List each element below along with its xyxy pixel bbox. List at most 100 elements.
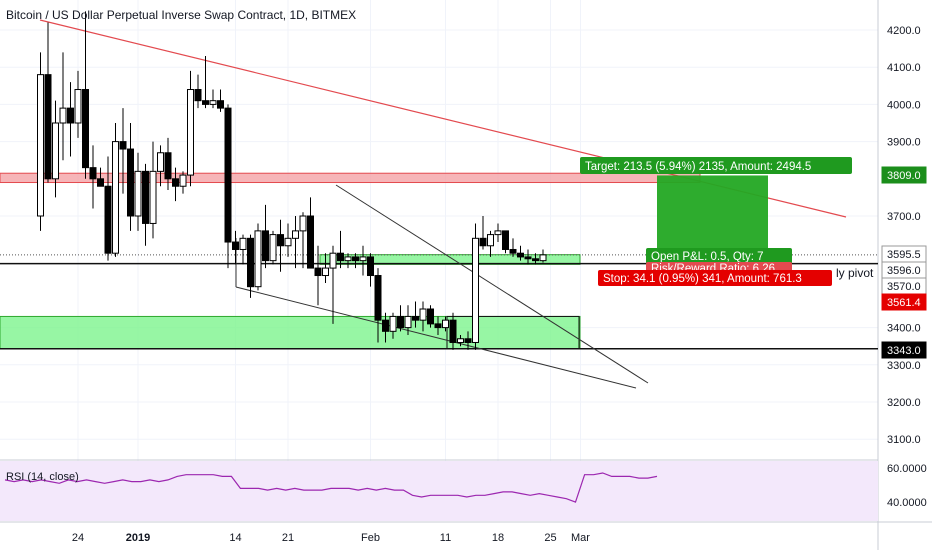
- price-tick-3: 3900.0: [887, 137, 921, 149]
- candle-body-34: [292, 230, 299, 239]
- candle-body-4: [67, 107, 74, 124]
- stop-label-bg: [598, 270, 832, 286]
- time-tick-4: Feb: [361, 532, 380, 544]
- candle-body-66: [532, 258, 539, 262]
- wedge-upper-line: [335, 184, 649, 384]
- candle-body-63: [509, 248, 517, 254]
- price-label-0: 3809.0: [887, 170, 921, 182]
- rsi-tick-1: 40.0000: [887, 497, 927, 509]
- candle-body-58: [472, 237, 479, 343]
- candle-body-0: [37, 74, 44, 217]
- price-label-3: 3570.0: [887, 281, 921, 293]
- time-tick-0: 24: [72, 532, 84, 544]
- candle-body-29: [254, 230, 262, 288]
- price-label-bg-5: [881, 341, 927, 359]
- candle-body-5: [74, 89, 82, 124]
- wedge-lower-line: [235, 286, 637, 389]
- candle-body-54: [442, 319, 449, 329]
- target-label: Target: 213.5 (5.94%) 2135, Amount: 2494…: [585, 161, 811, 173]
- time-tick-5: 11: [440, 532, 451, 544]
- price-tick-6: 3300.0: [887, 360, 921, 372]
- price-tick-1: 4100.0: [887, 62, 921, 74]
- candle-body-37: [314, 267, 322, 277]
- resistance-zone: [0, 172, 701, 184]
- pnl-label: Open P&L: 0.5, Qty: 7: [651, 251, 764, 263]
- candle-body-44: [367, 256, 374, 277]
- time-tick-7: 25: [544, 532, 556, 544]
- candle-body-38: [322, 267, 329, 277]
- target-area: [657, 175, 768, 255]
- time-tick-3: 21: [282, 532, 294, 544]
- price-label-1: 3595.5: [887, 249, 921, 261]
- price-label-bg-0: [881, 166, 927, 184]
- rsi-pane: RSI (14, close): [0, 461, 878, 521]
- candle-body-52: [427, 308, 434, 325]
- price-tick-0: 4200.0: [887, 25, 921, 37]
- candles: [37, 11, 547, 350]
- candle-body-22: [202, 100, 209, 105]
- candle-body-50: [412, 315, 419, 321]
- candle-body-35: [299, 215, 307, 232]
- candle-body-28: [247, 237, 254, 288]
- candle-body-19: [179, 174, 187, 187]
- price-tick-4: 3700.0: [887, 211, 921, 223]
- candle-body-8: [97, 178, 104, 187]
- candle-body-9: [104, 185, 112, 254]
- time-tick-6: 18: [492, 532, 504, 544]
- position-tool[interactable]: Target: 213.5 (5.94%) 2135, Amount: 2494…: [580, 157, 874, 286]
- candle-body-27: [239, 237, 247, 250]
- candle-body-42: [352, 256, 359, 262]
- time-tick-1: 2019: [126, 532, 150, 544]
- candle-body-3: [59, 107, 67, 124]
- candle-body-1: [44, 74, 52, 180]
- price-axis[interactable]: 4200.0 4100.0 4000.0 3900.0 3700.0 3400.0 3300…: [881, 25, 927, 509]
- candle-body-20: [187, 89, 194, 176]
- chart-title: Bitcoin / US Dollar Perpetual Inverse Sw…: [6, 8, 356, 22]
- candle-body-59: [479, 237, 487, 247]
- candle-body-36: [307, 215, 314, 269]
- candle-body-25: [224, 107, 232, 243]
- time-axis[interactable]: 24 2019 14 21 Feb 11 18 25 Mar: [72, 532, 590, 544]
- candle-body-51: [419, 308, 427, 321]
- candle-body-14: [142, 170, 149, 224]
- price-tick-5: 3400.0: [887, 323, 921, 335]
- candle-body-45: [374, 275, 382, 321]
- candle-body-7: [89, 167, 97, 180]
- candle-body-41: [344, 256, 352, 262]
- candle-body-21: [194, 89, 202, 102]
- rsi-label: RSI (14, close): [6, 471, 79, 483]
- rsi-tick-0: 60.0000: [887, 463, 927, 475]
- price-label-4: 3561.4: [887, 297, 921, 309]
- price-tick-7: 3200.0: [887, 397, 921, 409]
- candle-body-48: [397, 315, 404, 329]
- candle-body-32: [277, 234, 284, 247]
- rsi-line: [4, 472, 658, 503]
- candle-body-15: [149, 170, 157, 224]
- candle-body-12: [127, 148, 134, 217]
- candle-body-11: [119, 141, 127, 150]
- candle-body-26: [232, 241, 239, 250]
- stop-label: Stop: 34.1 (0.95%) 341, Amount: 761.3: [603, 273, 802, 285]
- candle-body-24: [217, 100, 224, 109]
- candle-body-61: [494, 230, 502, 236]
- candle-body-49: [404, 315, 412, 329]
- price-label-5: 3343.0: [887, 345, 921, 357]
- price-label-2: 3596.0: [887, 265, 921, 277]
- candle-body-46: [382, 319, 389, 332]
- time-tick-2: 14: [229, 532, 241, 544]
- candle-body-2: [52, 122, 59, 180]
- candle-body-31: [269, 234, 277, 262]
- support-zone: [0, 315, 581, 350]
- candle-body-64: [517, 252, 524, 258]
- rsi-background: [0, 461, 878, 521]
- candle-body-13: [134, 170, 142, 217]
- candle-body-57: [464, 338, 472, 343]
- candle-body-6: [82, 89, 89, 169]
- candle-body-56: [457, 338, 464, 343]
- target-label-bg: [580, 157, 852, 174]
- candle-body-10: [112, 141, 119, 254]
- candle-body-60: [487, 234, 494, 247]
- candle-body-62: [502, 230, 509, 250]
- pivot-label: ly pivot: [836, 266, 874, 280]
